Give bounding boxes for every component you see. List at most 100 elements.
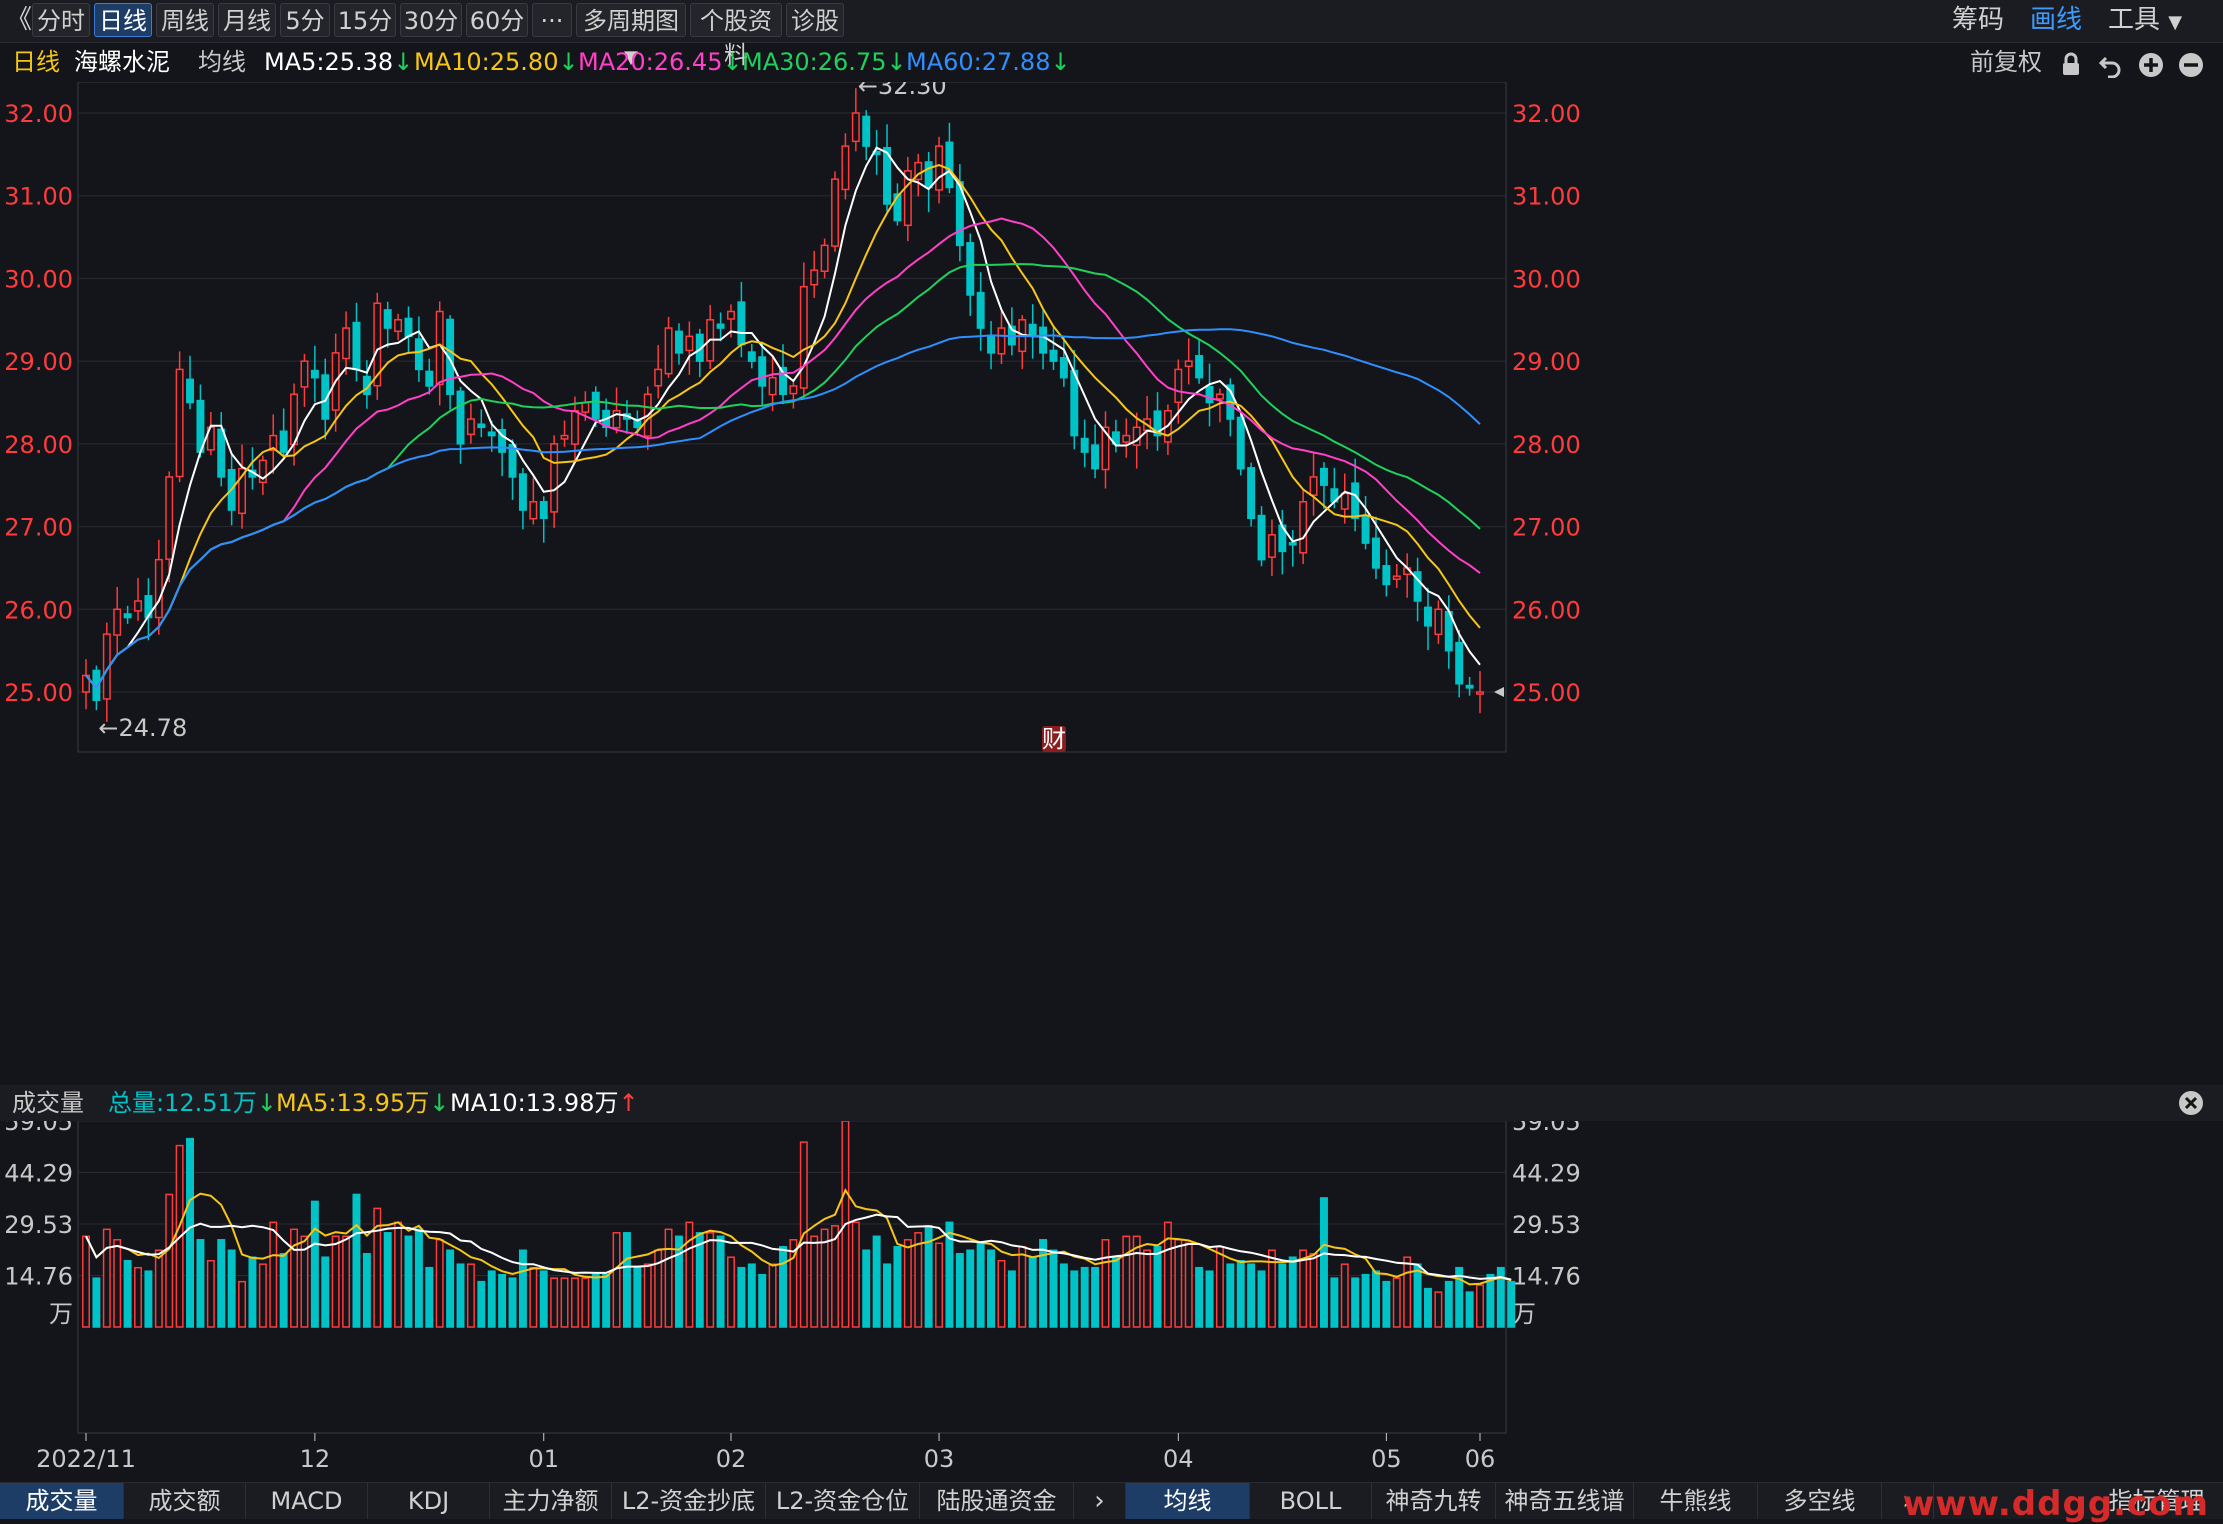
tab-long-short[interactable]: 多空线 bbox=[1758, 1483, 1882, 1519]
candle-body bbox=[1028, 323, 1037, 338]
tab-ma[interactable]: 均线 bbox=[1126, 1483, 1250, 1519]
volume-bar bbox=[1080, 1266, 1089, 1328]
candle-body bbox=[685, 335, 694, 352]
candle-body bbox=[1434, 608, 1443, 636]
tab-30min[interactable]: 30分 bbox=[400, 3, 462, 37]
volume-bar bbox=[1111, 1256, 1120, 1328]
volume-bar bbox=[331, 1235, 340, 1328]
candle-body bbox=[1111, 431, 1120, 445]
ma10-value: MA10:25.80↓ bbox=[414, 48, 579, 76]
price-tick-left: 26.00 bbox=[4, 596, 73, 624]
price-tick-right: 29.00 bbox=[1512, 348, 1581, 376]
chevron-right-icon[interactable]: › bbox=[1882, 1483, 1934, 1519]
candle-body bbox=[186, 378, 195, 404]
volume-bar bbox=[1330, 1277, 1339, 1328]
stock-info-button[interactable]: 个股资料 bbox=[690, 3, 782, 69]
candle-body bbox=[352, 321, 361, 371]
candle-body bbox=[383, 309, 392, 329]
tab-bull-bear[interactable]: 牛熊线 bbox=[1634, 1483, 1758, 1519]
volume-bar bbox=[1413, 1263, 1422, 1328]
more-periods-button[interactable]: ··· bbox=[532, 3, 572, 37]
lock-icon[interactable] bbox=[2058, 52, 2084, 78]
volume-ma10: MA10:13.98万↑ bbox=[450, 1089, 639, 1117]
chevron-right-icon[interactable]: › bbox=[1074, 1483, 1126, 1519]
volume-title: 成交量 bbox=[12, 1089, 84, 1117]
volume-bar bbox=[1101, 1239, 1110, 1328]
tab-l2-position[interactable]: L2-资金仓位 bbox=[766, 1483, 920, 1519]
candle-body bbox=[258, 459, 267, 484]
volume-bar bbox=[1434, 1291, 1443, 1328]
volume-bar bbox=[134, 1266, 142, 1328]
volume-bar bbox=[258, 1263, 267, 1328]
volume-bar bbox=[414, 1228, 423, 1328]
volume-bar bbox=[591, 1273, 600, 1328]
tab-macd[interactable]: MACD bbox=[246, 1483, 368, 1519]
volume-bar bbox=[789, 1239, 798, 1328]
tab-boll[interactable]: BOLL bbox=[1250, 1483, 1372, 1519]
volume-frame bbox=[77, 1121, 1507, 1434]
volume-tick-left: 44.29 bbox=[4, 1159, 73, 1187]
draw-line-button[interactable]: 画线 bbox=[2030, 5, 2083, 35]
candle-body bbox=[466, 418, 475, 436]
tab-l2-bottom[interactable]: L2-资金抄底 bbox=[612, 1483, 766, 1519]
candle-body bbox=[414, 338, 423, 371]
zoom-out-icon[interactable] bbox=[2178, 52, 2204, 78]
multi-period-label: 多周期图 bbox=[583, 7, 679, 35]
tab-hk-connect[interactable]: 陆股通资金 bbox=[920, 1483, 1074, 1519]
volume-bar bbox=[310, 1200, 319, 1328]
volume-ma5: MA5:13.95万↓ bbox=[276, 1089, 450, 1117]
tab-15min[interactable]: 15分 bbox=[334, 3, 396, 37]
volume-bar bbox=[1486, 1273, 1495, 1328]
tab-turnover[interactable]: 成交额 bbox=[124, 1483, 246, 1519]
ma-label[interactable]: 均线 bbox=[198, 48, 246, 76]
collapse-button[interactable]: 《 bbox=[6, 5, 33, 35]
candle-body bbox=[269, 434, 278, 452]
tab-magic-five[interactable]: 神奇五线谱 bbox=[1496, 1483, 1634, 1519]
candle-body bbox=[1319, 467, 1328, 486]
candle-body bbox=[976, 291, 985, 329]
tab-weekly[interactable]: 周线 bbox=[156, 3, 214, 37]
candle-body bbox=[820, 244, 829, 272]
candle-body bbox=[987, 334, 996, 354]
tab-volume[interactable]: 成交量 bbox=[0, 1483, 124, 1519]
tab-5min[interactable]: 5分 bbox=[280, 3, 330, 37]
volume-bar bbox=[1382, 1280, 1391, 1328]
undo-icon[interactable] bbox=[2098, 52, 2124, 78]
volume-bar bbox=[1392, 1277, 1401, 1328]
volume-bar bbox=[487, 1270, 496, 1328]
zoom-in-icon[interactable] bbox=[2138, 52, 2164, 78]
tab-kdj[interactable]: KDJ bbox=[368, 1483, 490, 1519]
volume-chart[interactable]: 59.05 59.05 44.29 44.29 29.53 29.53 14.76 14.76… bbox=[0, 1121, 2223, 1482]
close-icon[interactable] bbox=[2178, 1090, 2204, 1116]
candlestick-chart[interactable]: 32.00 32.00 31.00 31.00 30.00 30.00 29.00 29.00… bbox=[0, 82, 2223, 1070]
volume-bar bbox=[612, 1232, 621, 1328]
tab-intraday[interactable]: 分时 bbox=[32, 3, 90, 37]
adjust-mode-label[interactable]: 前复权 bbox=[1970, 48, 2042, 76]
candle-body bbox=[935, 145, 944, 191]
ma-info-bar: 日线 海螺水泥 均线 MA5:25.38↓ MA10:25.80↓ MA20:2… bbox=[0, 44, 2223, 80]
arrow-down-icon: ↓ bbox=[256, 1089, 277, 1117]
chips-button[interactable]: 筹码 bbox=[1952, 5, 2005, 35]
tab-daily[interactable]: 日线 bbox=[94, 3, 152, 37]
high-price-marker: ←32.30 bbox=[858, 82, 947, 100]
candle-body bbox=[1299, 501, 1308, 554]
volume-bar bbox=[758, 1273, 767, 1328]
tools-dropdown[interactable]: 工具 ▼ bbox=[2108, 3, 2182, 37]
tab-monthly[interactable]: 月线 bbox=[218, 3, 276, 37]
candle-body bbox=[1049, 349, 1058, 362]
price-tick-left: 30.00 bbox=[4, 265, 73, 293]
indicator-manage-button[interactable]: 指标管理 bbox=[2108, 1487, 2205, 1515]
tab-magic-nine[interactable]: 神奇九转 bbox=[1372, 1483, 1496, 1519]
tab-60min[interactable]: 60分 bbox=[466, 3, 528, 37]
candle-body bbox=[716, 323, 725, 329]
volume-bar bbox=[435, 1239, 444, 1328]
diagnose-button[interactable]: 诊股 bbox=[786, 3, 844, 37]
volume-bar bbox=[300, 1235, 309, 1328]
candle-body bbox=[779, 366, 787, 395]
volume-bar bbox=[1184, 1242, 1193, 1328]
candle-body bbox=[924, 161, 933, 189]
multi-period-dropdown[interactable]: 多周期图 ▼ bbox=[576, 3, 686, 68]
tab-main-net[interactable]: 主力净额 bbox=[490, 1483, 612, 1519]
volume-bar bbox=[820, 1228, 829, 1328]
candle-body bbox=[529, 501, 538, 520]
